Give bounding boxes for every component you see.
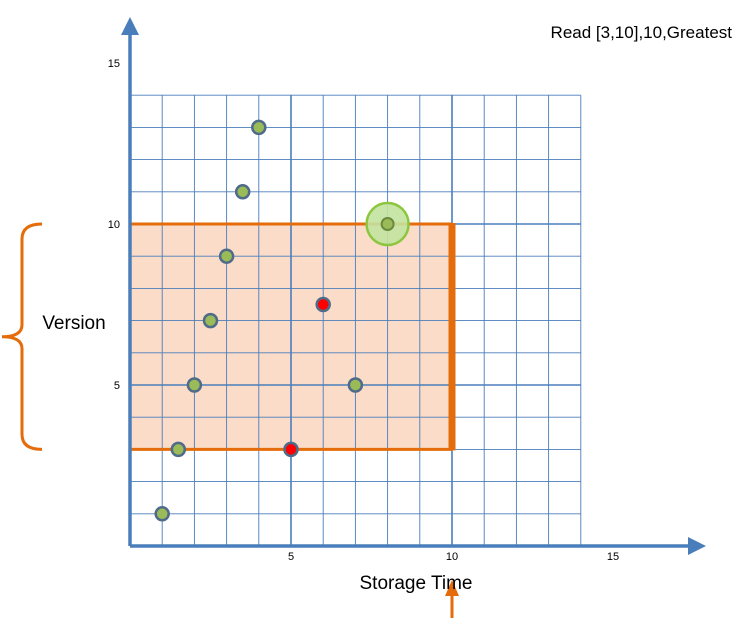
data-point-6 [251, 119, 267, 136]
y-axis-arrowhead [121, 17, 139, 35]
data-point-2 [186, 377, 203, 393]
tick-labels: 5 10 15 5 10 15 [108, 58, 619, 563]
time-limit-arrowhead [445, 580, 459, 596]
axes [121, 17, 706, 555]
y-tick-label-10: 10 [108, 219, 120, 231]
grid [130, 94, 582, 546]
selected-data-point [380, 217, 395, 231]
data-point-4 [218, 248, 235, 264]
y-axis-label: Version [42, 313, 105, 334]
y-tick-label-5: 5 [114, 380, 120, 392]
annotations [1, 222, 459, 618]
chart-title: Read [3,10],10,Greatest [551, 23, 733, 42]
x-axis-label: Storage Time [360, 573, 473, 594]
y-tick-label-15: 15 [108, 58, 120, 70]
data-point-3 [202, 312, 219, 329]
x-tick-label-15: 15 [607, 551, 619, 563]
x-tick-label-10: 10 [446, 551, 458, 563]
data-point-5 [234, 184, 251, 200]
data-point-1 [170, 441, 187, 458]
data-points [154, 119, 410, 522]
x-axis-arrowhead [688, 537, 706, 555]
data-point-0 [154, 506, 170, 522]
excluded-data-point-7 [283, 441, 299, 458]
x-tick-label-5: 5 [288, 551, 294, 563]
version-range-brace [1, 222, 43, 451]
excluded-data-point-8 [315, 296, 331, 313]
data-point-9 [347, 377, 364, 393]
